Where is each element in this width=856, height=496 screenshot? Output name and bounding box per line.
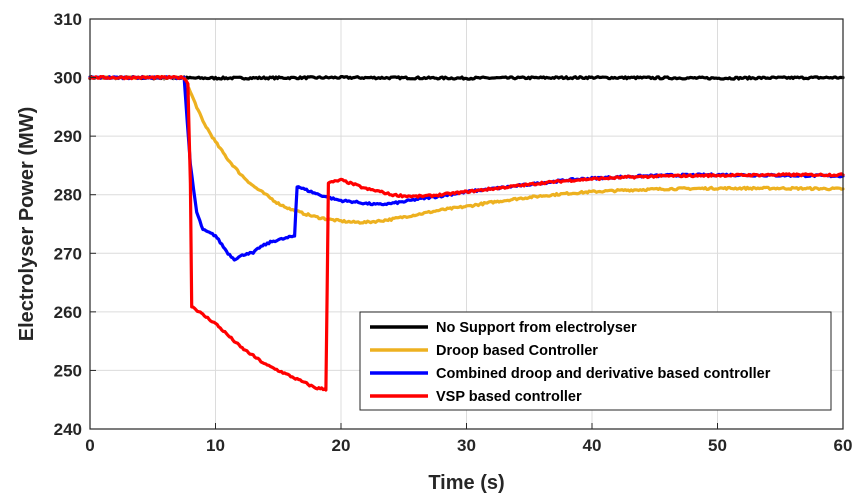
y-tick-label: 290 bbox=[54, 127, 82, 146]
y-tick-label: 270 bbox=[54, 244, 82, 263]
y-tick-label: 260 bbox=[54, 303, 82, 322]
y-axis: 240 250 260 270 280 290 300 310 bbox=[54, 10, 96, 439]
x-tick-label: 0 bbox=[85, 436, 94, 455]
series-line-2 bbox=[88, 74, 845, 225]
series-group bbox=[88, 74, 845, 392]
y-tick-label: 250 bbox=[54, 361, 82, 380]
x-axis-label: Time (s) bbox=[428, 472, 504, 494]
x-tick-label: 60 bbox=[834, 436, 853, 455]
series-line-1 bbox=[88, 74, 845, 81]
x-tick-label: 40 bbox=[583, 436, 602, 455]
x-tick-label: 10 bbox=[206, 436, 225, 455]
legend-entry-label: Droop based Controller bbox=[436, 343, 598, 359]
x-tick-label: 30 bbox=[457, 436, 476, 455]
x-tick-label: 20 bbox=[332, 436, 351, 455]
y-axis-label: Electrolyser Power (MW) bbox=[16, 107, 38, 342]
legend-entry-label: Combined droop and derivative based cont… bbox=[436, 366, 771, 382]
y-tick-label: 310 bbox=[54, 10, 82, 29]
y-tick-label: 240 bbox=[54, 420, 82, 439]
x-axis: 0 10 20 30 40 50 60 bbox=[85, 423, 852, 455]
legend: No Support from electrolyser Droop based … bbox=[359, 311, 832, 411]
y-tick-label: 300 bbox=[54, 69, 82, 88]
legend-box bbox=[359, 311, 832, 411]
y-tick-label: 280 bbox=[54, 186, 82, 205]
legend-entry-label: No Support from electrolyser bbox=[436, 320, 637, 336]
series-line-4 bbox=[88, 74, 845, 392]
x-tick-label: 50 bbox=[708, 436, 727, 455]
legend-entry-label: VSP based controller bbox=[436, 389, 582, 405]
